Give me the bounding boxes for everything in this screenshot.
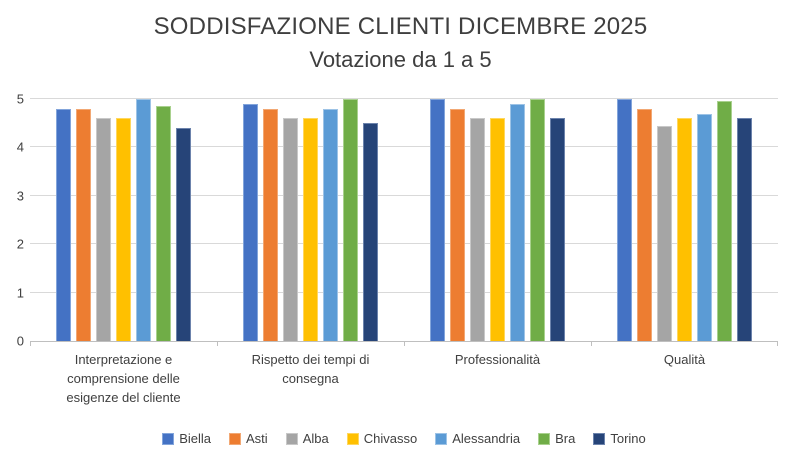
bar-groups: [30, 99, 778, 341]
gridline-y3: [30, 195, 778, 196]
legend: Biella Asti Alba Chivasso Alessandria Bra Tori…: [30, 431, 778, 446]
y-tick-label-4: 4: [16, 139, 24, 155]
bar-alba: [283, 118, 298, 341]
bar-bra: [343, 99, 358, 341]
bar-bra: [156, 106, 171, 341]
legend-label: Alessandria: [452, 431, 521, 446]
bar-asti: [637, 109, 652, 341]
y-tick-label-0: 0: [16, 333, 24, 349]
y-tick-label-3: 3: [16, 188, 24, 204]
chart-title: SODDISFAZIONE CLIENTI DICEMBRE 2025: [153, 13, 648, 40]
bar-biella: [617, 99, 632, 341]
legend-item-asti: Asti: [229, 431, 268, 446]
legend-swatch-icon: [162, 432, 175, 445]
bar-alessandria: [510, 104, 525, 341]
x-category-label-2: Rispetto dei tempi di consegna: [251, 352, 370, 386]
legend-label: Biella: [179, 431, 212, 446]
bar-alba: [470, 118, 485, 341]
y-tick-label-5: 5: [16, 91, 24, 107]
bar-group-2: [217, 99, 404, 341]
x-category-label-4: Qualità: [663, 352, 706, 367]
legend-item-alessandria: Alessandria: [435, 431, 520, 446]
bar-alba: [96, 118, 111, 341]
x-axis-labels: Interpretazione e comprensione delle esi…: [30, 351, 778, 408]
bar-torino: [550, 118, 565, 341]
gridline-y5: [30, 98, 778, 99]
x-axis-tick: [217, 341, 218, 346]
bar-torino: [737, 118, 752, 341]
bar-group-1: [30, 99, 217, 341]
x-axis-tick: [777, 341, 778, 346]
bar-chivasso: [677, 118, 692, 341]
gridline-y1: [30, 292, 778, 293]
bar-bra: [717, 101, 732, 341]
bar-asti: [450, 109, 465, 341]
y-tick-label-1: 1: [16, 285, 24, 301]
legend-label: Bra: [555, 431, 576, 446]
bar-group-4: [591, 99, 778, 341]
bar-alessandria: [697, 114, 712, 341]
bar-bra: [530, 99, 545, 341]
bar-torino: [176, 128, 191, 341]
bar-asti: [263, 109, 278, 341]
x-category-label-1: Interpretazione e comprensione delle esi…: [66, 352, 181, 405]
bar-biella: [56, 109, 71, 341]
legend-swatch-icon: [346, 432, 359, 445]
y-axis: 0 1 2 3 4 5: [4, 92, 24, 349]
x-axis-tick: [404, 341, 405, 346]
bar-alessandria: [323, 109, 338, 341]
legend-swatch-icon: [593, 432, 606, 445]
chart-subtitle: Votazione da 1 a 5: [309, 47, 492, 72]
legend-item-biella: Biella: [162, 431, 211, 446]
x-axis-tick: [30, 341, 31, 346]
legend-item-chivasso: Chivasso: [346, 431, 418, 446]
bar-group-3: [404, 99, 591, 341]
legend-label: Alba: [302, 431, 329, 446]
x-axis-tick: [591, 341, 592, 346]
legend-item-alba: Alba: [285, 431, 329, 446]
legend-label: Asti: [246, 431, 268, 446]
bar-alba: [657, 126, 672, 341]
legend-item-torino: Torino: [593, 431, 646, 446]
legend-label: Chivasso: [363, 431, 418, 446]
x-category-label-3: Professionalità: [454, 352, 541, 367]
bar-alessandria: [136, 99, 151, 341]
bar-asti: [76, 109, 91, 341]
gridline-y4: [30, 146, 778, 147]
plot-area: [30, 98, 778, 346]
bar-biella: [430, 99, 445, 341]
gridline-y2: [30, 243, 778, 244]
legend-swatch-icon: [538, 432, 551, 445]
bar-chivasso: [303, 118, 318, 341]
bar-chivasso: [116, 118, 131, 341]
y-tick-label-2: 2: [16, 236, 24, 252]
bar-biella: [243, 104, 258, 341]
bar-torino: [363, 123, 378, 341]
legend-swatch-icon: [285, 432, 298, 445]
legend-swatch-icon: [435, 432, 448, 445]
legend-label: Torino: [610, 431, 646, 446]
bar-chivasso: [490, 118, 505, 341]
legend-item-bra: Bra: [538, 431, 575, 446]
legend-swatch-icon: [229, 432, 242, 445]
